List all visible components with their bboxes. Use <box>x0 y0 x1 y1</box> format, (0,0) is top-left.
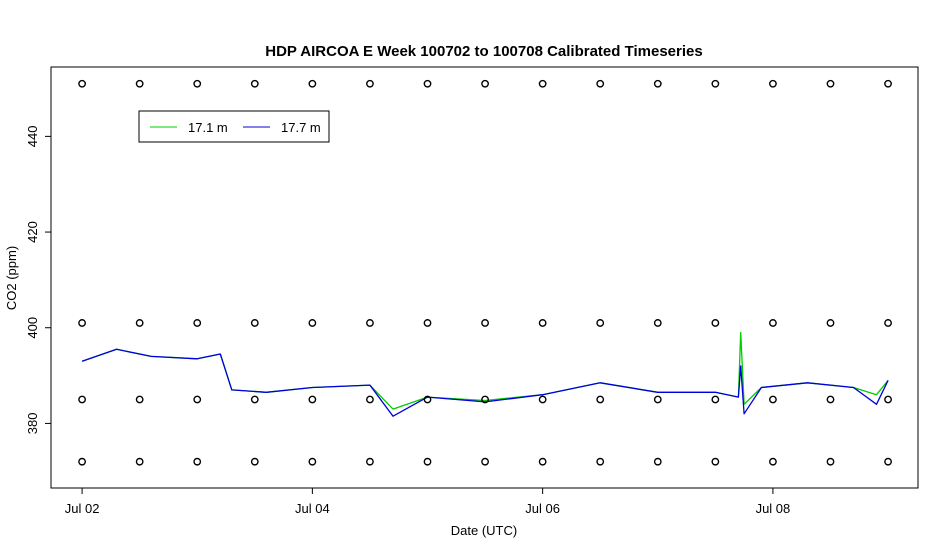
calibration-point <box>538 457 547 466</box>
calibration-point <box>481 395 489 404</box>
calibration-point <box>826 79 835 88</box>
calibration-point <box>366 79 374 88</box>
calibration-point <box>769 79 777 88</box>
calibration-point <box>769 457 777 466</box>
calibration-point <box>308 79 317 88</box>
calibration-point <box>78 79 86 88</box>
calibration-point <box>538 395 547 404</box>
calibration-point <box>884 395 892 404</box>
x-axis-label: Date (UTC) <box>451 523 517 538</box>
calibration-point <box>481 457 489 466</box>
calibration-point <box>769 395 777 404</box>
calibration-point <box>481 79 489 88</box>
calibration-point <box>366 395 374 404</box>
calibration-point <box>78 457 86 466</box>
x-tick-label: Jul 02 <box>65 501 100 516</box>
calibration-point <box>711 395 720 404</box>
legend-label-17-7m: 17.7 m <box>281 120 321 135</box>
calibration-point <box>135 319 144 327</box>
calibration-point <box>884 79 892 88</box>
calibration-point <box>193 395 202 404</box>
calibration-point <box>423 457 432 466</box>
legend-label-17-1m: 17.1 m <box>188 120 228 135</box>
calibration-point <box>78 319 86 327</box>
chart-title: HDP AIRCOA E Week 100702 to 100708 Calib… <box>265 43 702 60</box>
calibration-point <box>193 79 202 88</box>
calibration-point <box>423 79 432 88</box>
calibration-point <box>653 319 662 327</box>
calibration-point <box>711 79 720 88</box>
calibration-point <box>769 319 777 327</box>
calibration-point <box>653 395 662 404</box>
y-tick-label: 420 <box>25 221 40 243</box>
series-line-0 <box>81 331 889 410</box>
calibration-point <box>193 319 202 327</box>
calibration-point <box>423 319 432 327</box>
calibration-point <box>366 319 374 327</box>
calibration-point <box>653 457 662 466</box>
series-layer <box>78 79 892 466</box>
calibration-point <box>596 457 605 466</box>
axes-layer: Jul 02 Jul 04 Jul 06 Jul 08 380 400 420 440 <box>25 126 790 516</box>
x-tick-label: Jul 06 <box>525 501 560 516</box>
calibration-point <box>193 457 202 466</box>
calibration-point <box>826 395 835 404</box>
calibration-point <box>596 395 605 404</box>
calibration-point <box>135 79 144 88</box>
calibration-point <box>596 79 605 88</box>
calibration-point <box>250 457 259 466</box>
calibration-point <box>596 319 605 327</box>
calibration-point <box>884 457 892 466</box>
calibration-point <box>308 457 317 466</box>
calibration-point <box>423 395 432 404</box>
calibration-point <box>538 319 547 327</box>
y-tick-label: 380 <box>25 413 40 435</box>
x-tick-label: Jul 04 <box>295 501 330 516</box>
y-tick-label: 400 <box>25 317 40 339</box>
calibration-point <box>250 395 259 404</box>
calibration-point <box>308 395 317 404</box>
y-tick-label: 440 <box>25 126 40 148</box>
calibration-point <box>78 395 86 404</box>
calibration-point <box>250 319 259 327</box>
calibration-point <box>366 457 374 466</box>
calibration-point <box>826 319 835 327</box>
x-tick-label: Jul 08 <box>756 501 791 516</box>
plot-frame <box>50 66 919 489</box>
calibration-point <box>308 319 317 327</box>
y-axis-label: CO2 (ppm) <box>4 246 19 310</box>
calibration-point <box>135 395 144 404</box>
calibration-point <box>653 79 662 88</box>
calibration-point <box>826 457 835 466</box>
calibration-point <box>884 319 892 327</box>
calibration-point <box>250 79 259 88</box>
calibration-point <box>538 79 547 88</box>
calibration-point <box>135 457 144 466</box>
series-line-1 <box>81 348 889 417</box>
calibration-point <box>711 319 720 327</box>
calibration-point <box>481 319 489 327</box>
calibration-point <box>711 457 720 466</box>
legend: 17.1 m 17.7 m <box>138 110 330 143</box>
